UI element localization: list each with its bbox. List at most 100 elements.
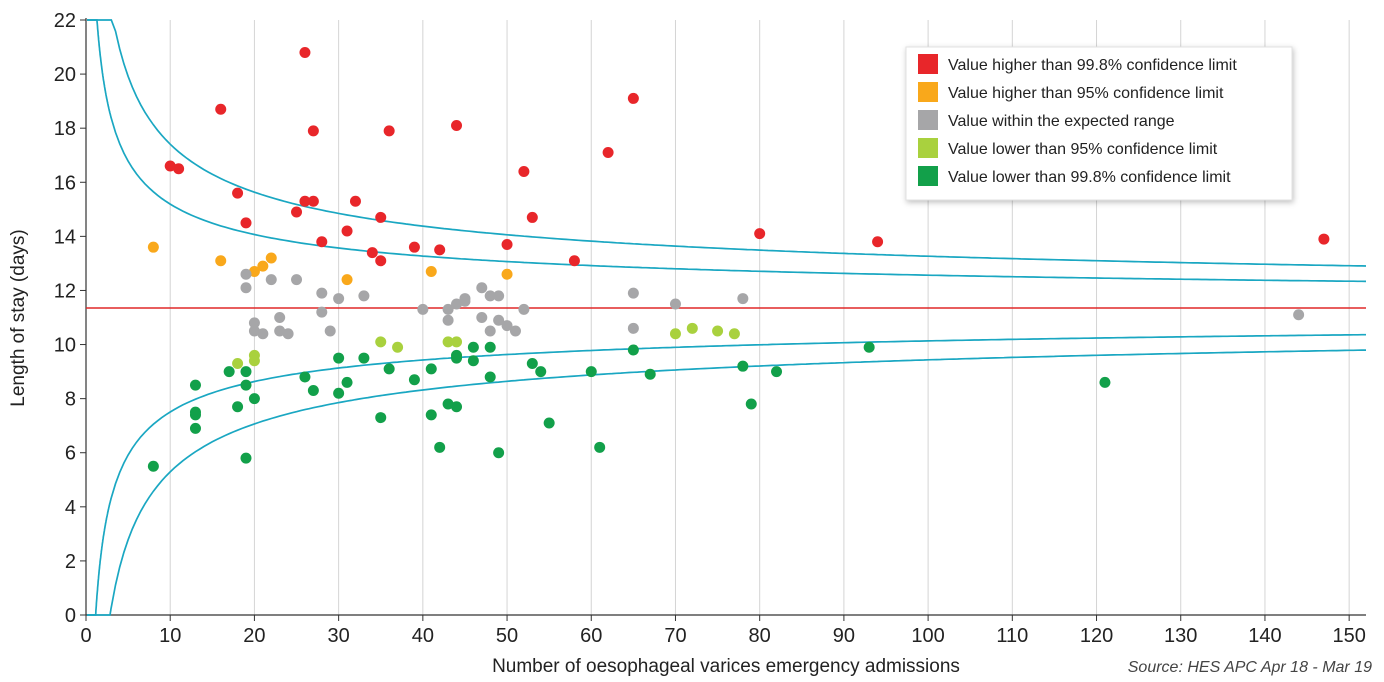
data-point	[240, 217, 252, 229]
x-tick-label: 40	[412, 625, 434, 647]
x-tick-label: 140	[1248, 625, 1281, 647]
data-point	[291, 274, 303, 286]
data-point	[333, 352, 345, 364]
data-point	[299, 195, 311, 207]
data-point	[863, 341, 875, 353]
data-point	[434, 244, 446, 256]
data-point	[341, 376, 353, 388]
data-point	[248, 317, 260, 329]
data-point	[316, 236, 328, 248]
data-point	[434, 441, 446, 453]
data-point	[484, 371, 496, 383]
data-point	[417, 303, 429, 315]
data-points	[147, 46, 1330, 472]
x-axis-title: Number of oesophageal varices emergency …	[492, 656, 960, 677]
x-tick-labels: 0 10 20 30 40 50 60 70 80 90 100 110 120 130 140 150	[80, 625, 1365, 647]
data-point	[425, 409, 437, 421]
data-point	[274, 312, 286, 323]
data-point	[215, 103, 227, 115]
legend-swatch	[918, 138, 938, 158]
source-note: Source: HES APC Apr 18 - Mar 19	[1128, 659, 1372, 676]
data-point	[467, 355, 479, 367]
data-point	[451, 298, 463, 310]
control-limit-curves	[86, 19, 1367, 616]
data-point	[712, 325, 724, 337]
data-point	[526, 211, 538, 223]
y-tick-label: 14	[54, 226, 76, 248]
legend-label: Value lower than 99.8% confidence limit	[948, 169, 1231, 186]
data-point	[442, 314, 454, 326]
data-point	[442, 398, 454, 410]
x-tick-label: 70	[664, 625, 686, 647]
data-point	[442, 336, 454, 348]
data-point	[265, 252, 277, 264]
data-point	[451, 401, 463, 413]
legend-swatch	[918, 110, 938, 130]
x-tick-label: 80	[749, 625, 771, 647]
data-point	[459, 295, 471, 307]
data-point	[408, 374, 420, 386]
x-tick-label: 90	[833, 625, 855, 647]
data-point	[518, 303, 530, 315]
data-point	[366, 247, 378, 259]
x-tick-label: 110	[996, 625, 1028, 647]
data-point	[535, 366, 547, 378]
data-point	[248, 266, 260, 278]
data-point	[686, 322, 698, 334]
x-tick-label: 60	[580, 625, 602, 647]
data-point	[349, 195, 361, 207]
data-point	[299, 371, 311, 383]
data-point	[484, 341, 496, 353]
legend-label: Value higher than 95% confidence limit	[948, 85, 1224, 102]
legend-box	[905, 46, 1293, 201]
y-tick-label: 10	[54, 335, 76, 357]
y-axis-title: Length of stay (days)	[8, 229, 29, 406]
data-point	[602, 147, 614, 159]
data-point	[451, 119, 463, 131]
data-point	[307, 125, 319, 137]
data-point	[316, 287, 328, 299]
data-point	[594, 441, 606, 453]
x-tick-label: 0	[80, 625, 91, 647]
y-tick-label: 20	[54, 64, 76, 86]
data-point	[232, 187, 244, 199]
data-point	[408, 241, 420, 253]
data-point	[501, 238, 513, 250]
data-point	[627, 344, 639, 356]
y-tick-label: 4	[65, 497, 76, 519]
data-point	[644, 368, 656, 380]
data-point	[240, 379, 252, 391]
data-point	[358, 352, 370, 364]
data-point	[375, 412, 387, 424]
data-point	[299, 46, 311, 58]
x-tick-label: 100	[911, 625, 944, 647]
data-point	[509, 325, 521, 337]
data-point	[240, 282, 252, 294]
data-point	[257, 328, 269, 340]
x-tick-label: 150	[1332, 625, 1365, 647]
data-point	[240, 452, 252, 464]
legend-label: Value within the expected range	[948, 113, 1175, 130]
data-point	[484, 325, 496, 337]
data-point	[493, 314, 505, 326]
data-point	[307, 385, 319, 397]
x-tick-label: 20	[243, 625, 265, 647]
data-point	[265, 274, 277, 286]
data-point	[232, 357, 244, 369]
data-point	[223, 366, 235, 378]
data-point	[248, 355, 260, 367]
data-point	[518, 165, 530, 177]
data-point	[240, 268, 252, 280]
data-point	[585, 366, 597, 378]
data-point	[248, 325, 260, 337]
data-point	[543, 417, 555, 429]
legend-swatch	[918, 54, 938, 74]
data-point	[1293, 309, 1305, 321]
lower-99-8-limit	[87, 349, 1366, 616]
data-point	[627, 92, 639, 104]
legend-swatch	[918, 82, 938, 102]
data-point	[375, 255, 387, 267]
data-point	[627, 287, 639, 299]
data-point	[493, 290, 505, 302]
data-point	[476, 312, 488, 323]
